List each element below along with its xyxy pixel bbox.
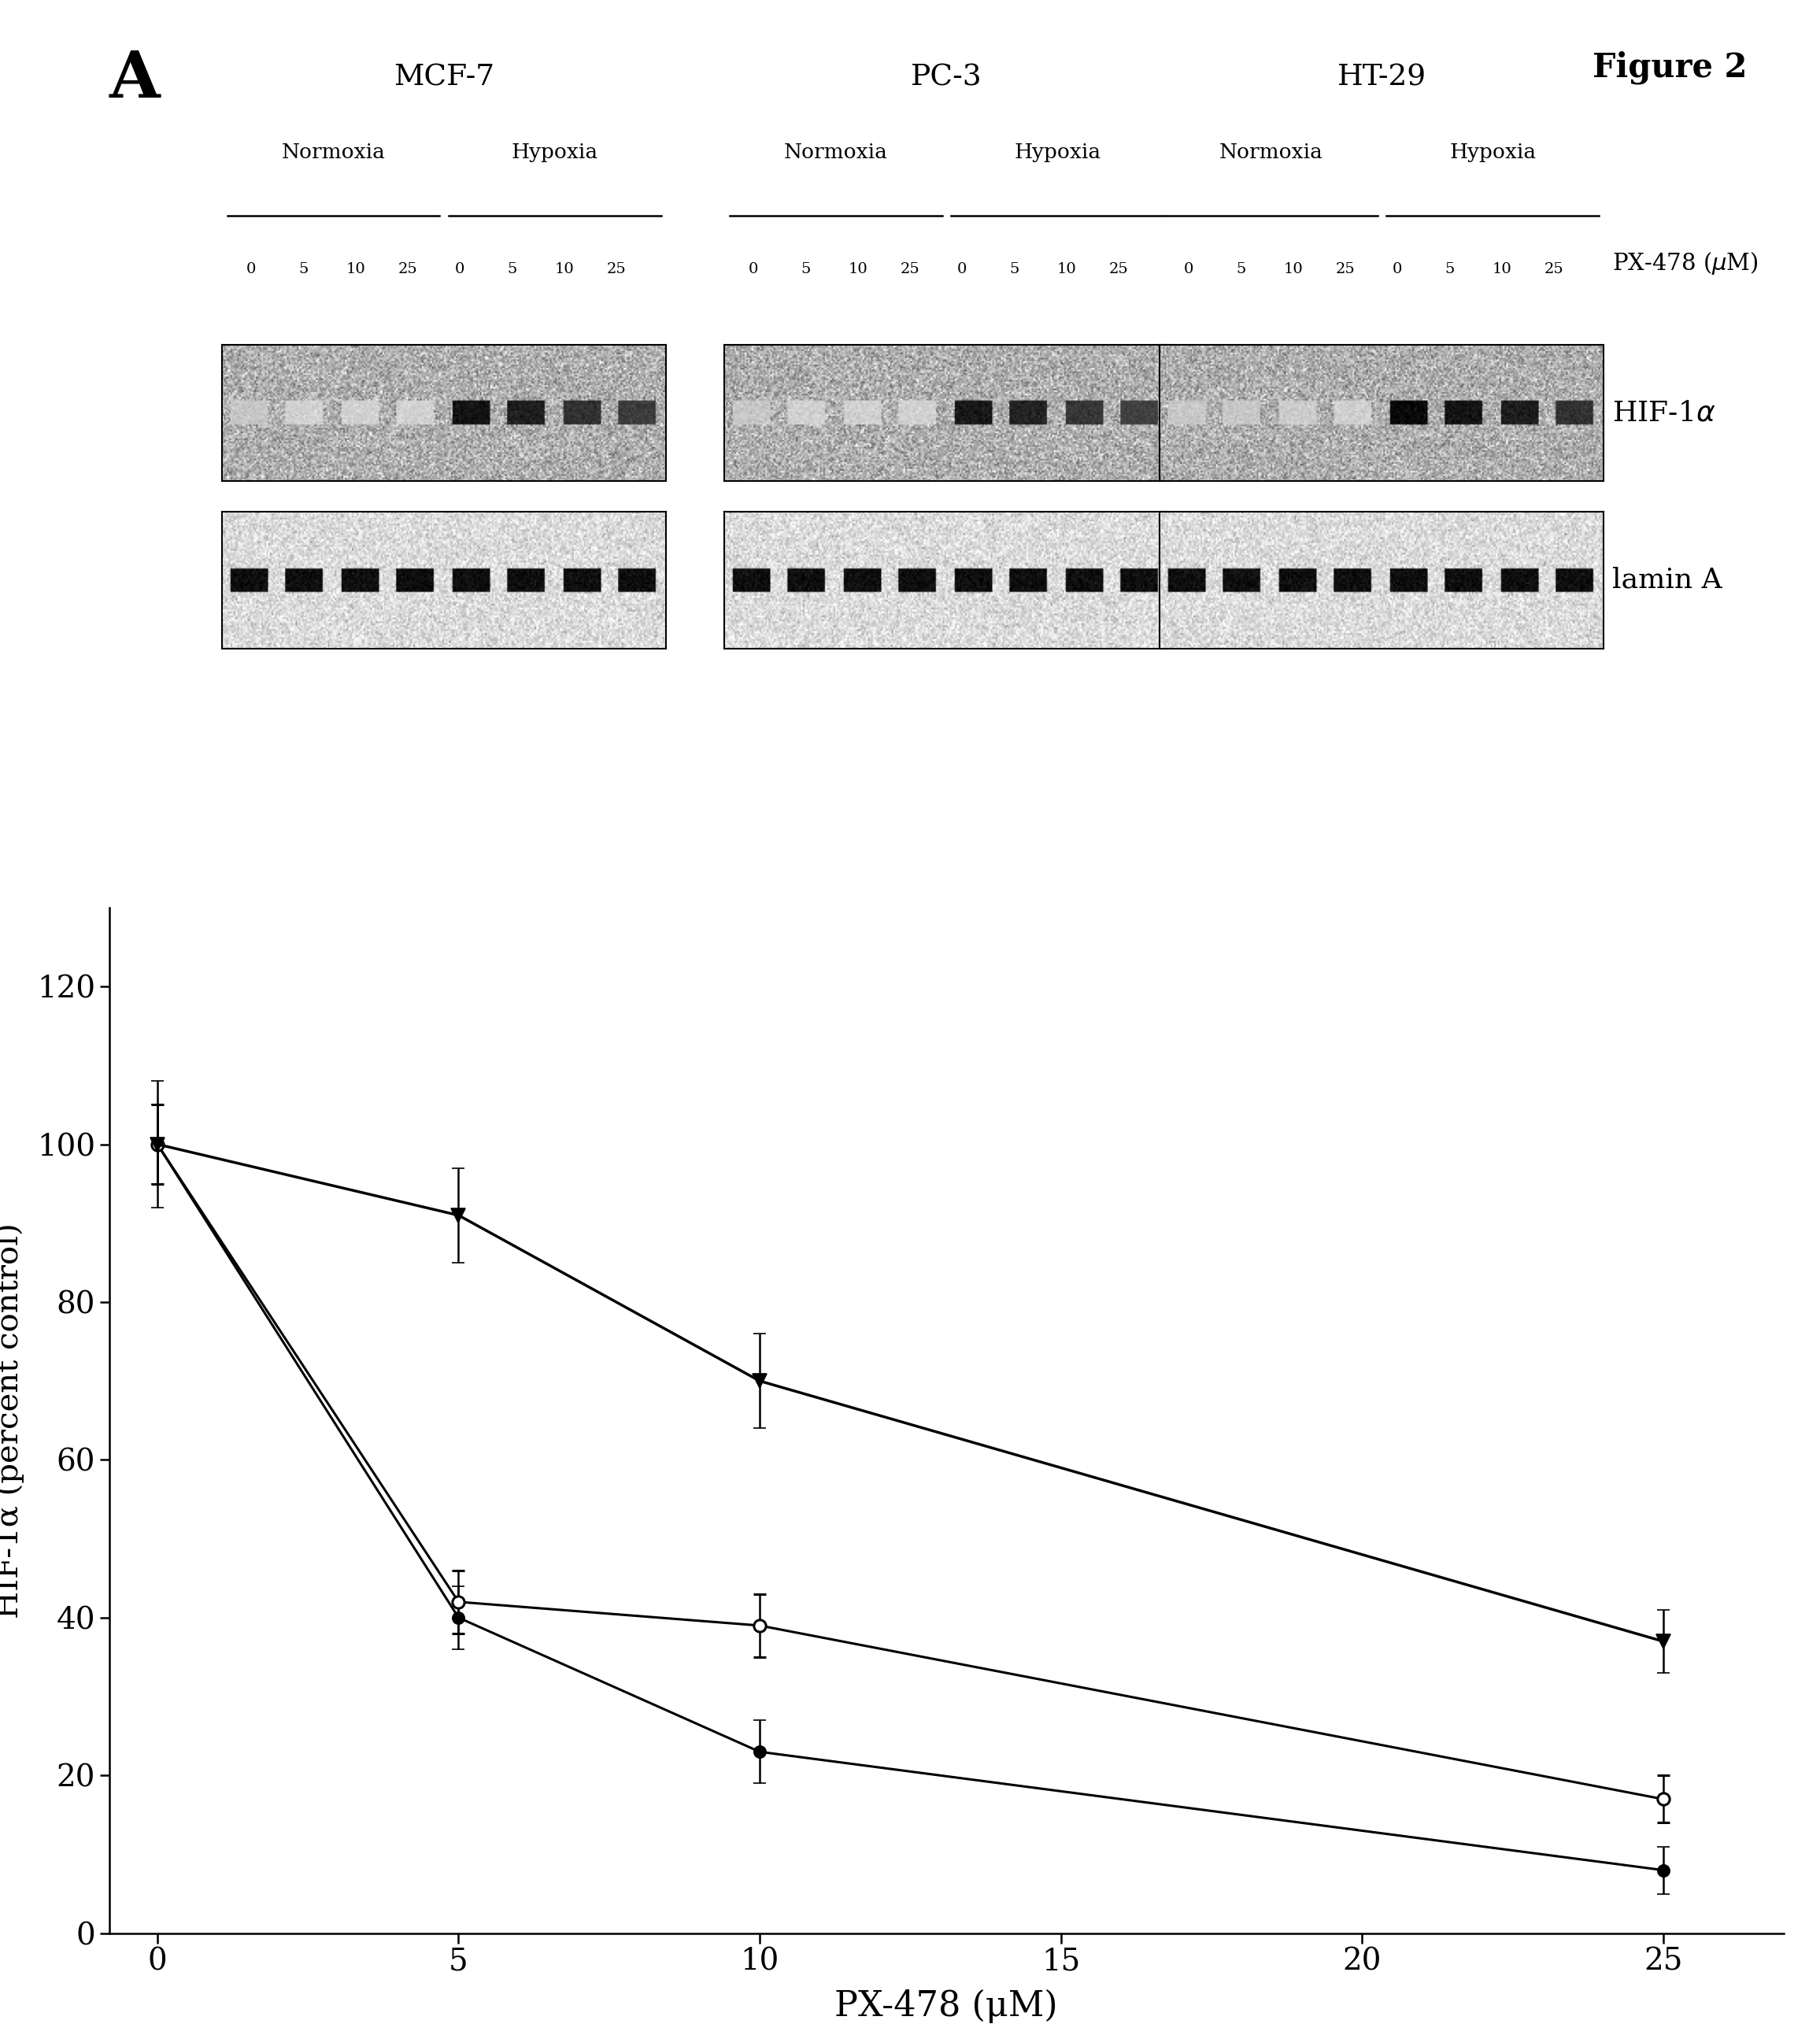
Text: 10: 10 bbox=[1492, 263, 1512, 277]
Text: Hypoxia: Hypoxia bbox=[1014, 142, 1101, 163]
Text: 25: 25 bbox=[901, 263, 919, 277]
Text: 25: 25 bbox=[1108, 263, 1128, 277]
Text: PC-3: PC-3 bbox=[910, 63, 983, 92]
Text: 0: 0 bbox=[455, 263, 464, 277]
Text: A: A bbox=[109, 49, 160, 112]
Text: 5: 5 bbox=[508, 263, 517, 277]
Text: 0: 0 bbox=[1183, 263, 1194, 277]
Text: HIF-1$\alpha$: HIF-1$\alpha$ bbox=[1613, 399, 1716, 427]
X-axis label: PX-478 (μM): PX-478 (μM) bbox=[835, 1988, 1057, 2023]
Text: 5: 5 bbox=[1010, 263, 1019, 277]
Text: PX-478 ($\mu$M): PX-478 ($\mu$M) bbox=[1613, 250, 1758, 277]
Text: 25: 25 bbox=[1336, 263, 1356, 277]
Text: 5: 5 bbox=[1236, 263, 1247, 277]
Text: 5: 5 bbox=[1445, 263, 1454, 277]
Text: 5: 5 bbox=[298, 263, 308, 277]
Text: lamin A: lamin A bbox=[1613, 566, 1722, 594]
Text: 10: 10 bbox=[1283, 263, 1303, 277]
Text: Normoxia: Normoxia bbox=[784, 142, 888, 163]
Text: Normoxia: Normoxia bbox=[282, 142, 386, 163]
Text: 25: 25 bbox=[1545, 263, 1563, 277]
Text: 0: 0 bbox=[957, 263, 966, 277]
Text: 0: 0 bbox=[246, 263, 257, 277]
Text: 25: 25 bbox=[606, 263, 626, 277]
Text: 10: 10 bbox=[346, 263, 366, 277]
Text: MCF-7: MCF-7 bbox=[393, 63, 495, 92]
Text: Hypoxia: Hypoxia bbox=[1449, 142, 1536, 163]
Text: Figure 2: Figure 2 bbox=[1592, 51, 1747, 83]
Text: 5: 5 bbox=[801, 263, 810, 277]
Text: 10: 10 bbox=[848, 263, 868, 277]
Text: 25: 25 bbox=[399, 263, 417, 277]
Text: 10: 10 bbox=[1057, 263, 1076, 277]
Text: Hypoxia: Hypoxia bbox=[511, 142, 599, 163]
Text: 0: 0 bbox=[1392, 263, 1403, 277]
Y-axis label: HIF-1α (percent control): HIF-1α (percent control) bbox=[0, 1223, 24, 1618]
Text: Normoxia: Normoxia bbox=[1219, 142, 1323, 163]
Text: HT-29: HT-29 bbox=[1338, 63, 1427, 92]
Text: 10: 10 bbox=[555, 263, 573, 277]
Text: 0: 0 bbox=[748, 263, 759, 277]
